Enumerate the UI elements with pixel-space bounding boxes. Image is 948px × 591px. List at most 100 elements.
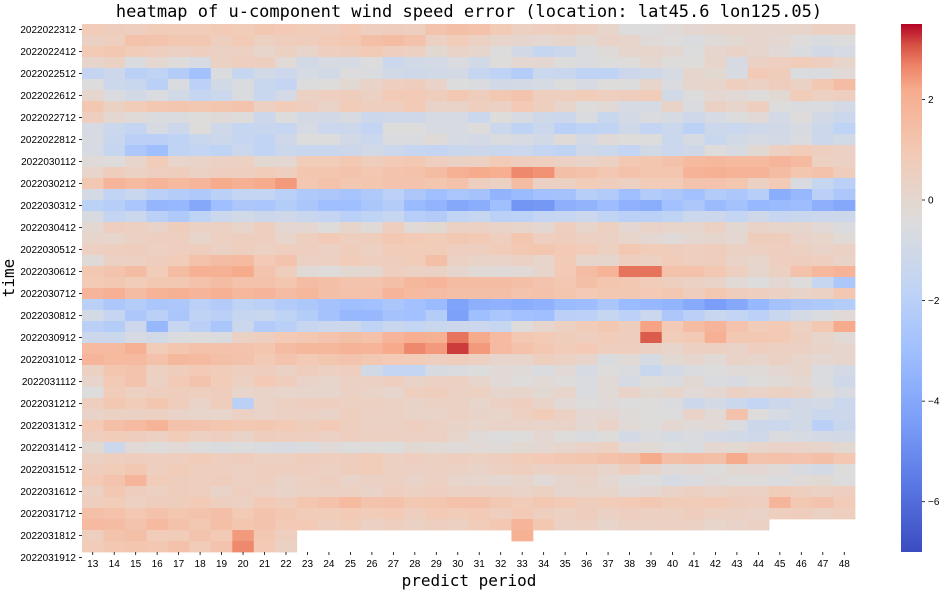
heatmap-cell (296, 101, 319, 113)
heatmap-cell (833, 431, 856, 443)
heatmap-cell (661, 255, 684, 267)
heatmap-cell (683, 255, 706, 267)
heatmap-cell (103, 244, 126, 256)
heatmap-cell (167, 299, 190, 311)
heatmap-cell (640, 211, 663, 223)
heatmap-cell (532, 200, 555, 212)
heatmap-cell (489, 387, 512, 399)
heatmap-cell (726, 464, 749, 476)
heatmap-cell (339, 79, 362, 91)
heatmap-cell (404, 101, 426, 113)
heatmap-cell (103, 508, 126, 520)
heatmap-cell (382, 255, 405, 267)
heatmap-cell (82, 46, 104, 58)
heatmap-cell (124, 24, 147, 36)
heatmap-cell (704, 112, 727, 124)
heatmap-cell (489, 222, 512, 234)
heatmap-cell (489, 464, 512, 476)
heatmap-cell (103, 409, 126, 421)
x-tick-label: 28 (409, 559, 421, 570)
heatmap-cell (210, 68, 233, 80)
heatmap-cell (339, 101, 362, 113)
heatmap-cell (618, 497, 641, 509)
heatmap-cell (103, 134, 126, 146)
heatmap-cell (468, 475, 491, 487)
heatmap-cell (447, 145, 469, 157)
heatmap-cell (296, 299, 319, 311)
heatmap-cell (361, 57, 384, 69)
heatmap-cell (618, 211, 641, 223)
heatmap-cell (468, 244, 491, 256)
heatmap-cell (232, 233, 255, 245)
heatmap-cell (189, 288, 212, 300)
heatmap-cell (232, 442, 255, 454)
heatmap-cell (747, 486, 770, 498)
heatmap-cell (296, 46, 319, 58)
heatmap-cell (747, 156, 770, 168)
heatmap-cell (554, 57, 577, 69)
heatmap-cell (640, 101, 663, 113)
heatmap-cell (683, 299, 706, 311)
heatmap-cell (296, 464, 319, 476)
heatmap-cell (833, 288, 856, 300)
heatmap-cell (382, 277, 405, 289)
heatmap-cell (618, 134, 641, 146)
heatmap-cell (124, 310, 147, 322)
heatmap-cell (769, 266, 791, 278)
heatmap-cell (575, 255, 598, 267)
heatmap-cell (661, 46, 684, 58)
heatmap-cell (232, 24, 255, 36)
heatmap-cell (275, 321, 298, 333)
heatmap-cell (683, 464, 706, 476)
heatmap-cell (790, 189, 813, 201)
heatmap-cell (769, 189, 791, 201)
heatmap-cell (210, 442, 233, 454)
heatmap-cell (618, 101, 641, 113)
heatmap-cell (124, 541, 147, 553)
heatmap-cell (489, 57, 512, 69)
heatmap-cell (296, 332, 319, 344)
heatmap-cell (468, 112, 491, 124)
heatmap-cell (468, 519, 491, 531)
heatmap-cell (296, 277, 319, 289)
heatmap-cell (468, 343, 491, 355)
heatmap-cell (489, 35, 512, 47)
heatmap-cell (511, 310, 534, 322)
heatmap-cell (489, 145, 512, 157)
heatmap-cell (82, 453, 104, 465)
heatmap-cell (812, 222, 834, 234)
heatmap-cell (232, 266, 255, 278)
y-tick-label: 2022031412 (20, 443, 76, 454)
heatmap-cell (747, 35, 770, 47)
heatmap-cell (124, 57, 147, 69)
heatmap-cell (726, 420, 749, 432)
heatmap-cell (790, 24, 813, 36)
heatmap-cell (382, 266, 405, 278)
heatmap-cell (146, 453, 169, 465)
heatmap-cell (511, 277, 534, 289)
heatmap-cell (339, 167, 362, 179)
heatmap-cell (253, 244, 276, 256)
heatmap-cell (339, 24, 362, 36)
heatmap-cell (210, 101, 233, 113)
heatmap-cell (747, 508, 770, 520)
heatmap-cell (511, 57, 534, 69)
heatmap-cell (726, 519, 749, 531)
heatmap-cell (103, 178, 126, 190)
heatmap-cell (361, 365, 384, 377)
heatmap-cell (597, 398, 620, 410)
heatmap-cell (296, 233, 319, 245)
heatmap-cell (124, 46, 147, 58)
heatmap-cell (318, 464, 341, 476)
heatmap-cell (489, 475, 512, 487)
heatmap-cell (82, 101, 104, 113)
heatmap-cell (618, 464, 641, 476)
heatmap-cell (575, 68, 598, 80)
heatmap-cell (167, 112, 190, 124)
heatmap-cell (511, 233, 534, 245)
heatmap-cell (833, 453, 856, 465)
heatmap-cell (661, 453, 684, 465)
heatmap-cell (232, 134, 255, 146)
heatmap-cell (296, 90, 319, 102)
y-tick-label: 2022030912 (20, 333, 76, 344)
